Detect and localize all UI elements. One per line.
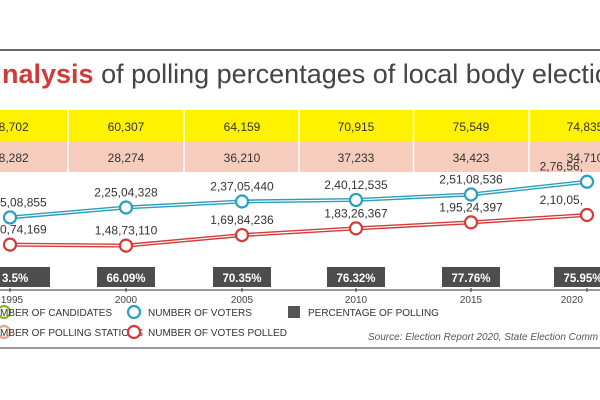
percentage-box xyxy=(442,267,500,287)
candidates-value: 75,549 xyxy=(453,120,490,134)
votes-polled-value-label: 1,48,73,110 xyxy=(95,224,158,238)
votes-polled-point xyxy=(463,215,479,230)
legend-marker xyxy=(126,324,142,340)
series-layer: 5,08,855 2,25,04,328 2,37,05,440 2,40,12,53… xyxy=(0,160,595,253)
voters-point xyxy=(463,187,479,202)
percentage-label: 75.95% xyxy=(563,273,600,285)
candidates-band xyxy=(0,110,600,142)
legend-marker xyxy=(0,304,12,320)
voters-value-label: 2,51,08,536 xyxy=(439,172,503,186)
percentage-label: 77.76% xyxy=(451,273,490,285)
chart-title: nalysis of polling percentages of local … xyxy=(2,59,600,89)
voters-value-label: 2,37,05,440 xyxy=(210,179,274,193)
legend-marker xyxy=(126,304,142,320)
votes-polled-point xyxy=(234,227,250,243)
polling-stations-value: 28,282 xyxy=(0,151,29,165)
votes-polled-value-label: 2,10,05, xyxy=(540,193,583,207)
percentage-label: 66.09% xyxy=(106,273,145,285)
legend: MBER OF CANDIDATES NUMBER OF VOTERS PERCEN… xyxy=(0,304,439,340)
legend-marker xyxy=(0,324,12,340)
x-tick-label: 2020 xyxy=(561,295,584,306)
votes-polled-point xyxy=(579,207,595,223)
percentage-box xyxy=(213,267,271,287)
votes-polled-value-label: 1,95,24,397 xyxy=(439,200,503,214)
legend-label: NUMBER OF VOTERS xyxy=(148,308,252,319)
band-labels: 58,702 60,307 64,159 70,915 75,549 74,835 28,2… xyxy=(0,120,600,165)
x-tick-label: 2010 xyxy=(345,295,368,306)
band-dividers xyxy=(67,110,530,172)
title-bold: nalysis xyxy=(2,59,94,89)
candidates-value: 60,307 xyxy=(108,120,145,134)
voters-value-label: 2,76,56, xyxy=(540,160,583,174)
x-axis-ticks: 1995 2000 2005 2010 2015 2020 xyxy=(1,288,588,306)
voters-value-label: 5,08,855 xyxy=(0,195,47,209)
candidates-value: 70,915 xyxy=(338,120,375,134)
legend-label: PERCENTAGE OF POLLING xyxy=(308,308,439,319)
percentage-box xyxy=(327,267,385,287)
polling-stations-value: 28,274 xyxy=(108,151,145,165)
x-tick-label: 2000 xyxy=(115,295,138,306)
votes-polled-point xyxy=(2,237,18,252)
legend-marker xyxy=(288,306,300,318)
source-note: Source: Election Report 2020, State Elec… xyxy=(368,332,598,343)
x-tick-label: 2005 xyxy=(231,295,254,306)
legend-label: NUMBER OF VOTES POLLED xyxy=(148,328,287,339)
title-rest: of polling percentages of local body ele… xyxy=(94,59,600,89)
votes-polled-line-inner xyxy=(9,214,588,247)
votes-polled-value-label: 1,69,84,236 xyxy=(210,213,274,227)
voters-point xyxy=(234,194,250,209)
legend-label: MBER OF POLLING STATIONS xyxy=(0,328,143,339)
legend-label: MBER OF CANDIDATES xyxy=(0,308,112,319)
voters-line-inner xyxy=(9,181,588,219)
percentage-label: 76.32% xyxy=(336,273,375,285)
votes-polled-value-label: 1,83,26,367 xyxy=(324,206,388,220)
candidates-value: 64,159 xyxy=(224,120,261,134)
voters-point xyxy=(579,174,595,189)
votes-polled-point xyxy=(348,221,364,236)
x-tick-label: 2015 xyxy=(460,295,483,306)
votes-polled-point xyxy=(118,238,134,253)
percentage-boxes: 3.5% 66.09% 70.35% 76.32% 77.76% 75.95% xyxy=(0,267,600,287)
polling-stations-value: 37,233 xyxy=(338,151,375,165)
voters-point xyxy=(118,200,134,215)
votes-polled-value-label: 0,74,169 xyxy=(0,223,47,237)
voters-point xyxy=(348,192,364,208)
voters-value-label: 2,40,12,535 xyxy=(324,178,388,192)
percentage-label: 70.35% xyxy=(222,273,261,285)
percentage-box xyxy=(0,267,50,287)
percentage-box xyxy=(554,267,600,287)
percentage-box xyxy=(97,267,155,287)
polling-stations-band xyxy=(0,142,600,172)
candidates-value: 58,702 xyxy=(0,120,29,134)
candidates-value: 74,835 xyxy=(567,120,600,134)
voters-point xyxy=(2,210,18,225)
polling-stations-value: 36,210 xyxy=(224,151,261,165)
voters-value-label: 2,25,04,328 xyxy=(94,185,158,199)
x-tick-label: 1995 xyxy=(1,295,24,306)
polling-stations-value: 34,710 xyxy=(567,151,600,165)
polling-stations-value: 34,423 xyxy=(453,151,490,165)
percentage-label: 3.5% xyxy=(2,273,28,285)
